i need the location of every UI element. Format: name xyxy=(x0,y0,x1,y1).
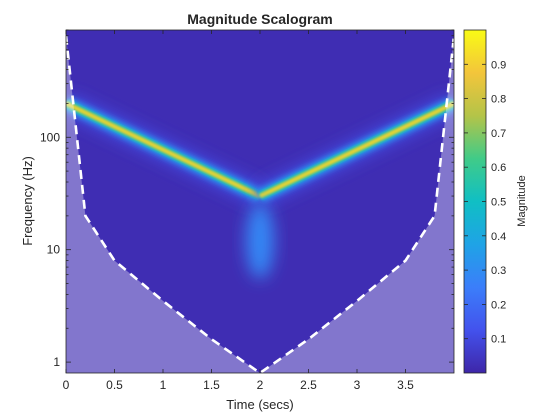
x-tick-label: 2.5 xyxy=(300,378,317,392)
plot-area xyxy=(66,30,454,373)
x-tick-label: 3 xyxy=(354,378,361,392)
colorbar-label: Magnitude xyxy=(516,175,528,226)
chart-title: Magnitude Scalogram xyxy=(187,11,332,27)
colorbar-ticks: 0.1 0.2 0.3 0.4 0.5 0.6 0.7 0.8 0.9 xyxy=(464,59,506,346)
colorbar-tick-label: 0.8 xyxy=(491,94,506,106)
x-tick-label: 1 xyxy=(160,378,167,392)
cone-of-influence-shade xyxy=(66,35,454,373)
colorbar-tick-label: 0.5 xyxy=(491,197,506,209)
cone-of-influence-line xyxy=(66,35,454,373)
y-tick-label: 1 xyxy=(53,355,60,369)
x-tick-label: 1.5 xyxy=(203,378,220,392)
colorbar-tick-label: 0.2 xyxy=(491,299,506,311)
x-axis-label: Time (secs) xyxy=(226,397,293,412)
colorbar-tick-label: 0.6 xyxy=(491,162,506,174)
colorbar-tick-label: 0.1 xyxy=(491,334,506,346)
ridge-1-layer-4 xyxy=(66,102,261,198)
x-axis: 0 0.5 1 1.5 2 2.5 3 3.5 xyxy=(63,30,414,392)
y-tick-label: 10 xyxy=(47,243,61,257)
ridge-2-layer-4 xyxy=(259,102,454,198)
y-axis: 1 10 100 xyxy=(40,29,454,369)
y-tick-label: 100 xyxy=(40,130,60,144)
x-tick-label: 3.5 xyxy=(397,378,414,392)
colorbar-tick-label: 0.4 xyxy=(491,231,506,243)
colorbar-tick-label: 0.9 xyxy=(491,59,506,71)
colorbar-tick-label: 0.3 xyxy=(491,265,506,277)
y-axis-label: Frequency (Hz) xyxy=(20,156,35,246)
x-tick-label: 2 xyxy=(257,378,264,392)
x-tick-label: 0.5 xyxy=(106,378,123,392)
colorbar: 0.1 0.2 0.3 0.4 0.5 0.6 0.7 0.8 0.9 Magnitude xyxy=(463,29,528,374)
x-tick-label: 0 xyxy=(63,378,70,392)
ridge-layer xyxy=(66,30,454,294)
colorbar-tick-label: 0.7 xyxy=(491,128,506,140)
